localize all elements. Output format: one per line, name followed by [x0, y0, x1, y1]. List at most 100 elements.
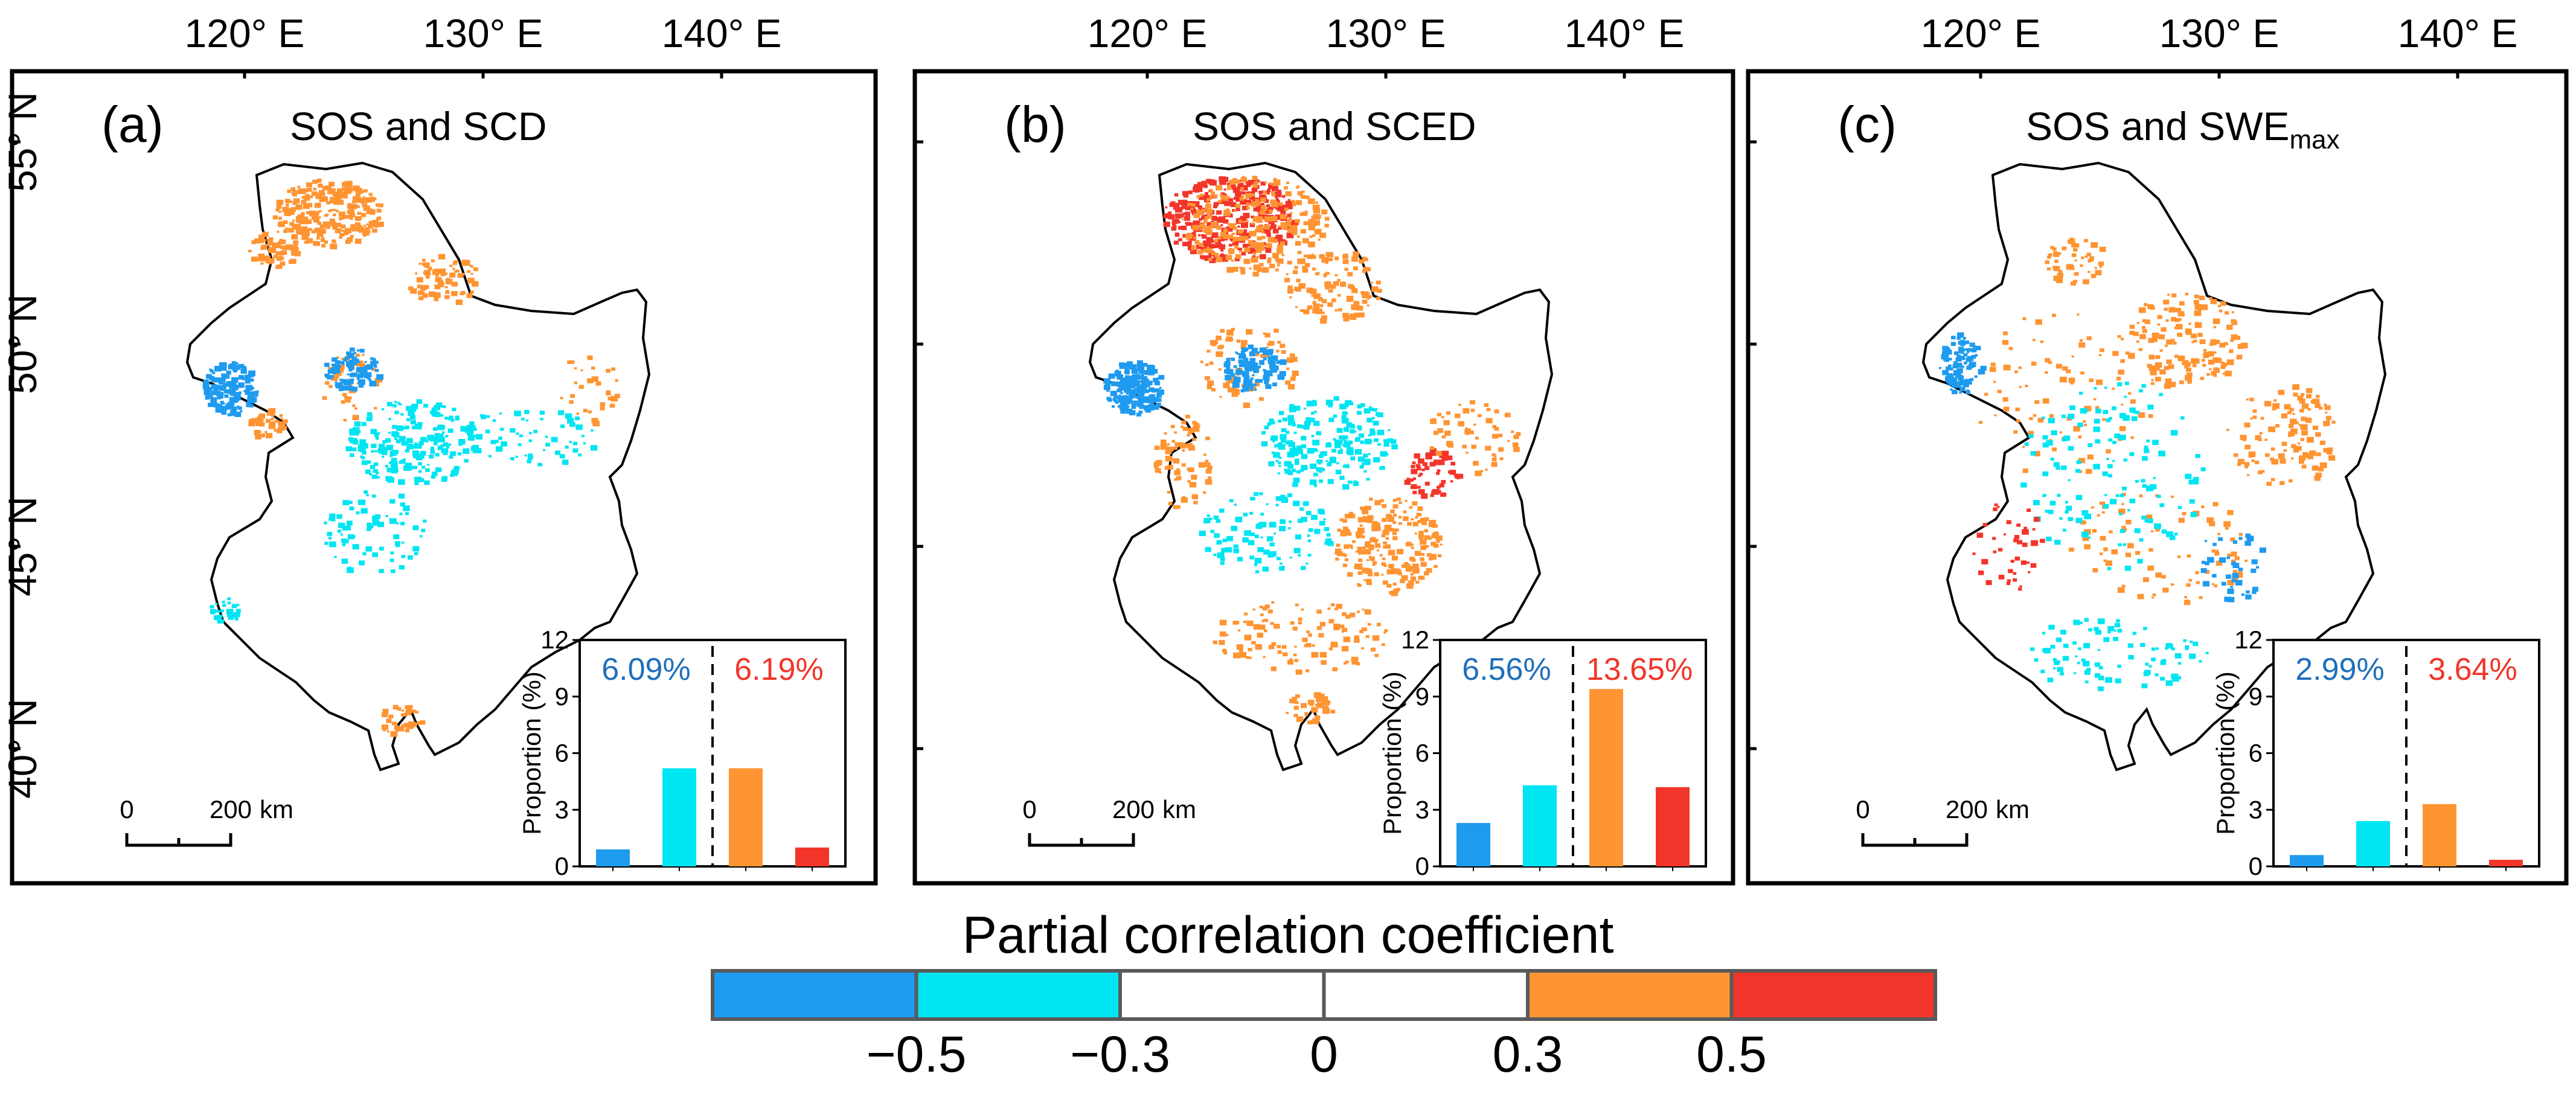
correlation-pixel: [2209, 342, 2214, 346]
correlation-pixel: [1267, 237, 1275, 243]
correlation-pixel: [1316, 626, 1322, 630]
correlation-pixel: [2046, 440, 2053, 446]
correlation-pixel: [1265, 248, 1272, 253]
correlation-pixel: [290, 211, 295, 216]
correlation-pixel: [1292, 469, 1296, 473]
correlation-pixel: [405, 512, 409, 516]
correlation-pixel: [1403, 510, 1407, 514]
correlation-pixel: [2103, 559, 2107, 562]
correlation-pixel: [1344, 662, 1347, 665]
inset-y-tick-label: 3: [1415, 795, 1429, 824]
correlation-pixel: [1210, 529, 1215, 533]
correlation-pixel: [306, 219, 312, 224]
correlation-pixel: [1321, 315, 1327, 321]
correlation-pixel: [1226, 367, 1229, 370]
correlation-pixel: [1176, 468, 1180, 471]
longitude-tick-label: 120° E: [1921, 11, 2041, 56]
panel-a-map: [186, 162, 650, 771]
correlation-pixel: [1269, 222, 1273, 225]
correlation-pixel: [575, 416, 580, 420]
correlation-pixel: [329, 209, 333, 212]
correlation-pixel: [1188, 190, 1193, 194]
correlation-pixel: [2189, 499, 2195, 504]
correlation-pixel: [2034, 451, 2040, 456]
correlation-pixel: [1392, 531, 1397, 536]
correlation-pixel: [2125, 351, 2130, 355]
correlation-pixel: [408, 721, 415, 728]
correlation-pixel: [1239, 652, 1246, 658]
correlation-pixel: [396, 522, 399, 525]
correlation-pixel: [1145, 383, 1150, 388]
correlation-pixel: [2244, 540, 2251, 546]
correlation-pixel: [2201, 359, 2205, 362]
correlation-pixel: [1287, 493, 1293, 497]
correlation-pixel: [1110, 391, 1117, 397]
correlation-pixel: [322, 222, 330, 228]
correlation-pixel: [2119, 426, 2126, 432]
scale-bar-zero-label: 0: [1856, 795, 1870, 824]
correlation-pixel: [1173, 458, 1180, 464]
correlation-pixel: [1126, 385, 1130, 388]
correlation-pixels: [1103, 176, 1521, 724]
correlation-pixel: [1424, 517, 1429, 522]
correlation-pixel: [457, 452, 462, 456]
correlation-pixel: [234, 411, 242, 417]
correlation-pixel: [220, 362, 227, 368]
correlation-pixel: [2078, 647, 2081, 650]
correlation-pixel: [1441, 416, 1444, 418]
correlation-pixel: [2165, 319, 2169, 322]
correlation-pixel: [1163, 222, 1170, 227]
correlation-pixel: [354, 438, 358, 441]
correlation-pixel: [2312, 440, 2315, 442]
correlation-pixel: [1130, 410, 1135, 414]
correlation-pixel: [2185, 645, 2190, 649]
correlation-pixel: [2165, 378, 2172, 384]
correlation-pixel: [2020, 482, 2027, 488]
correlation-pixel: [2200, 304, 2208, 310]
correlation-pixel: [278, 421, 284, 426]
correlation-pixel: [452, 267, 455, 270]
correlation-pixel: [1286, 232, 1294, 238]
correlation-pixel: [1295, 701, 1299, 705]
correlation-pixel: [2134, 528, 2141, 534]
correlation-pixel: [212, 386, 217, 389]
correlation-pixel: [1377, 429, 1385, 435]
correlation-pixel: [1327, 302, 1333, 307]
correlation-pixel: [1278, 461, 1281, 464]
correlation-pixel: [1120, 392, 1123, 394]
correlation-pixel: [1213, 202, 1219, 206]
correlation-pixel: [1376, 280, 1381, 285]
correlation-pixel: [446, 290, 449, 292]
correlation-pixel: [389, 518, 397, 524]
correlation-pixel: [327, 367, 331, 369]
correlation-pixel: [1243, 243, 1248, 248]
correlation-pixel: [1187, 443, 1193, 449]
correlation-pixel: [211, 390, 218, 395]
correlation-pixel: [235, 609, 241, 613]
correlation-pixel: [2068, 238, 2075, 245]
correlation-pixel: [1201, 208, 1206, 213]
correlation-pixel: [2082, 536, 2089, 542]
correlation-pixel: [2252, 586, 2258, 592]
correlation-pixel: [350, 224, 356, 229]
correlation-pixel: [1361, 627, 1366, 632]
correlation-pixel: [1181, 225, 1187, 231]
correlation-pixel: [1271, 601, 1275, 604]
correlation-pixel: [2193, 299, 2199, 305]
longitude-tick-label: 120° E: [1088, 11, 1208, 56]
correlation-pixel: [221, 406, 228, 411]
correlation-pixel: [2270, 478, 2275, 481]
correlation-pixel: [1230, 238, 1234, 242]
correlation-pixel: [2151, 657, 2156, 662]
correlation-pixel: [389, 499, 396, 504]
correlation-pixel: [2190, 512, 2197, 517]
correlation-pixel: [1513, 435, 1519, 440]
correlation-pixel: [2148, 548, 2153, 552]
correlation-pixel: [1961, 341, 1966, 345]
correlation-pixel: [2084, 618, 2089, 622]
correlation-pixel: [1221, 199, 1228, 204]
correlation-pixel: [2086, 336, 2092, 341]
correlation-pixel: [1352, 540, 1356, 543]
correlation-pixel: [1280, 218, 1284, 221]
